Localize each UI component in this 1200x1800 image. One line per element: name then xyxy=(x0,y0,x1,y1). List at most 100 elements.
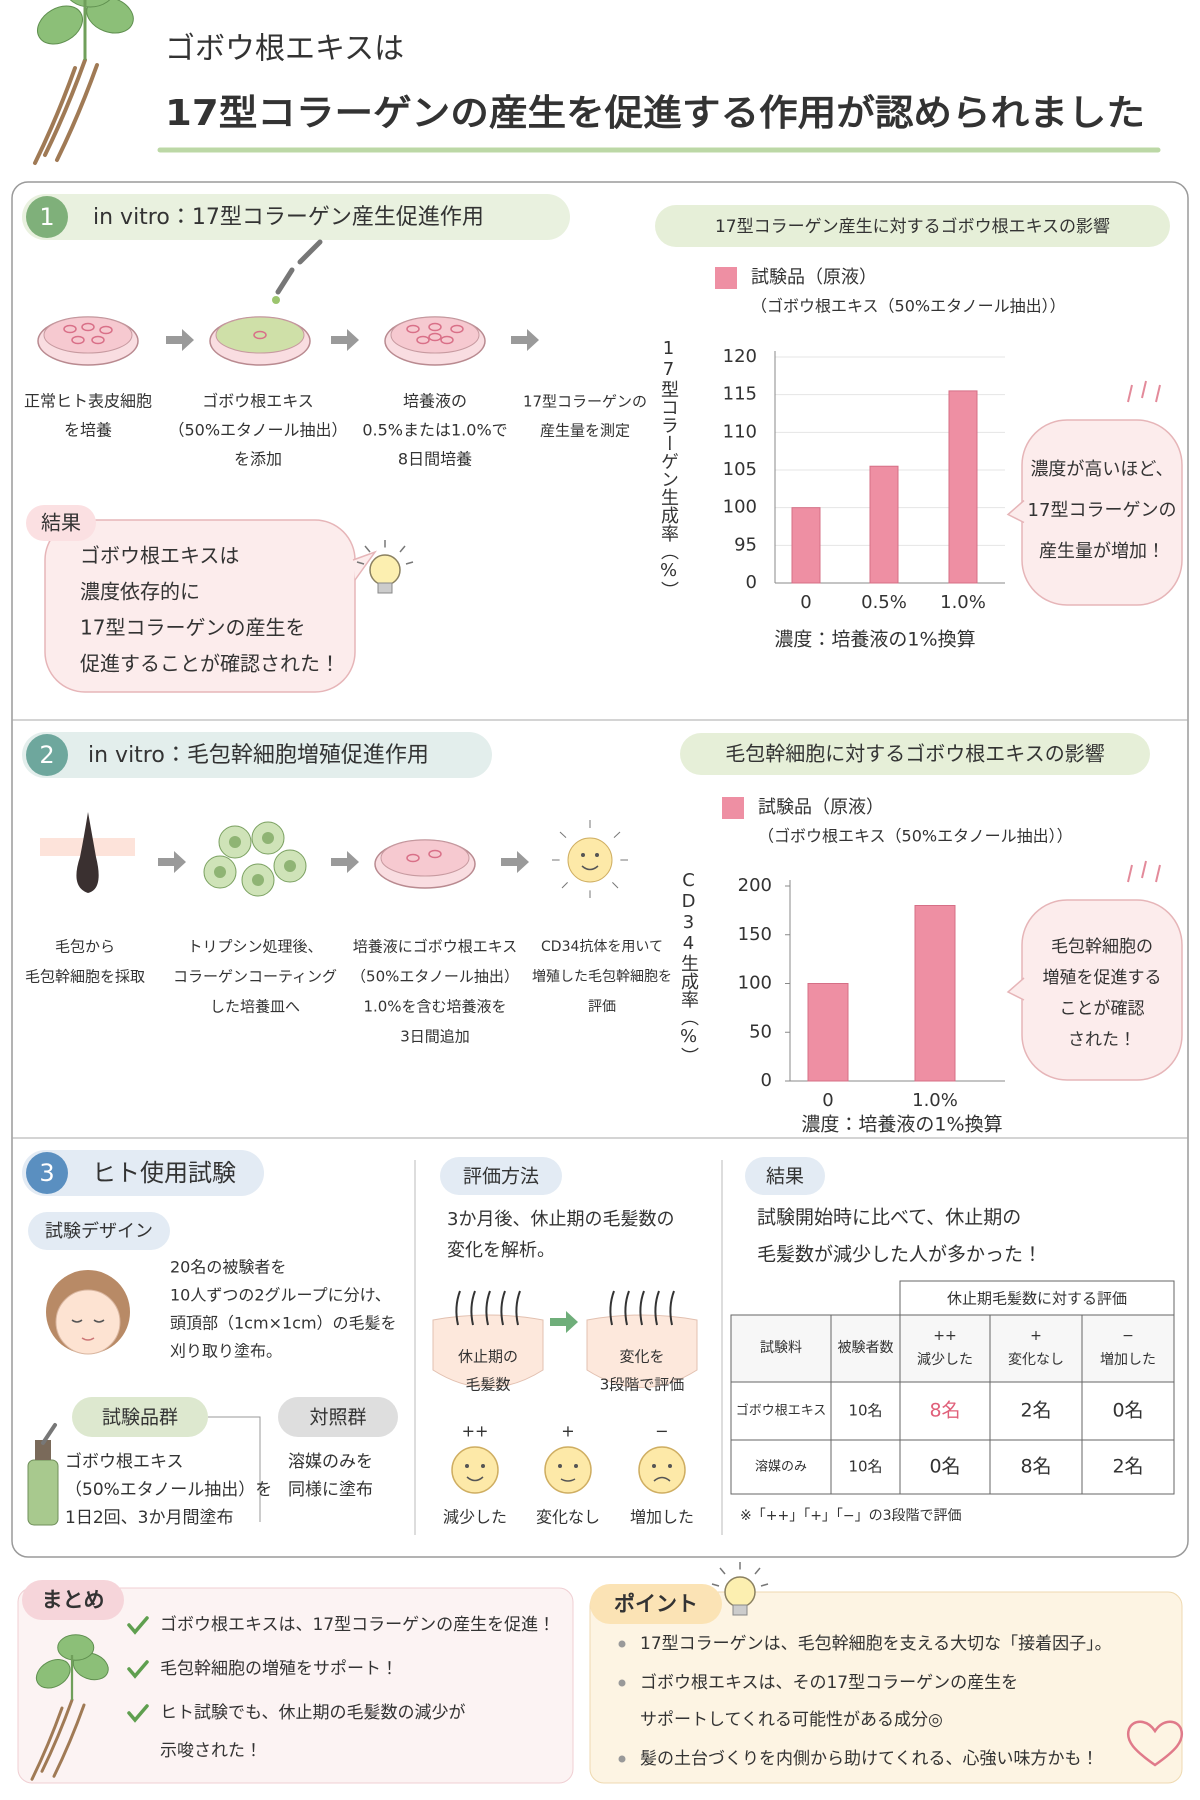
hair-strand xyxy=(500,1290,506,1326)
section-number-badge xyxy=(26,734,68,776)
after-label: 3段階で評価 xyxy=(600,1376,685,1394)
step-label: 17型コラーゲンの xyxy=(523,393,647,411)
hair-strand xyxy=(624,1290,630,1326)
table-header-text: 被験者数 xyxy=(838,1340,894,1356)
result-tail xyxy=(352,550,378,581)
step-label: 評価 xyxy=(588,999,616,1015)
section-number: 3 xyxy=(39,1159,54,1187)
result-label-pill xyxy=(26,505,96,541)
person-face xyxy=(55,1289,121,1355)
table-header-cell xyxy=(1081,1314,1175,1383)
bulb-ray xyxy=(356,561,365,565)
bar xyxy=(869,465,899,584)
control-group-text: 同様に塗布 xyxy=(288,1480,373,1500)
summary-box xyxy=(17,1587,574,1784)
table-cell xyxy=(730,1381,832,1441)
hair-follicle xyxy=(76,812,99,893)
person-mouth xyxy=(81,1337,95,1341)
point-label-pill xyxy=(590,1584,722,1624)
hair-strand xyxy=(654,1290,660,1326)
x-tick-label: 0 xyxy=(822,1090,833,1111)
cell-dot xyxy=(99,325,113,335)
emphasis-stroke xyxy=(1141,860,1147,879)
step-label: 毛包から xyxy=(55,938,115,956)
table-header-text: 変化なし xyxy=(1008,1352,1064,1368)
face-icon xyxy=(638,1446,686,1494)
design-text: 頭頂部（1cm×1cm）の毛髪を xyxy=(170,1314,397,1333)
y-tick-label: 110 xyxy=(723,421,757,442)
face-eye xyxy=(574,1464,578,1468)
cell-dot xyxy=(440,335,454,345)
cell-dot xyxy=(81,322,95,332)
root xyxy=(55,63,99,162)
x-axis-label: 濃度：培養液の1%換算 xyxy=(774,629,975,651)
root xyxy=(43,58,87,157)
y-tick-label: 0 xyxy=(761,1070,772,1091)
hair-strand xyxy=(455,1290,461,1326)
headline: 17型コラーゲンの産生を促進する作用が認められました xyxy=(165,93,1145,134)
bar xyxy=(948,390,978,584)
callout-text: 17型コラーゲンの xyxy=(1028,500,1177,521)
step-label: ゴボウ根エキス xyxy=(202,392,314,411)
cell-nucleus xyxy=(214,866,226,878)
callout-tail xyxy=(1006,499,1025,524)
test-group-pill xyxy=(72,1397,208,1437)
result-text: ゴボウ根エキスは xyxy=(80,544,239,568)
bulb-icon xyxy=(369,554,401,586)
arrow xyxy=(511,329,539,351)
petri-dish-medium xyxy=(380,839,470,877)
emphasis-stroke xyxy=(1155,864,1161,883)
y-axis-label: CD34生成率（%） xyxy=(678,870,699,1065)
table-cell xyxy=(830,1439,901,1495)
arrow xyxy=(501,851,529,873)
chart-title-pill xyxy=(655,205,1170,247)
table-header-cell xyxy=(730,1314,832,1383)
result-text: 毛髪数が減少した人が多かった！ xyxy=(757,1244,1042,1266)
y-tick-label: 95 xyxy=(734,534,757,555)
table-header-cell xyxy=(989,1314,1083,1383)
test-group-text: ゴボウ根エキス xyxy=(65,1451,184,1472)
control-group-label: 対照群 xyxy=(309,1407,366,1429)
cell-dot xyxy=(428,322,442,332)
test-group-label: 試験品群 xyxy=(102,1407,178,1429)
scale-label: 減少した xyxy=(443,1508,507,1527)
result-label: 結果 xyxy=(766,1166,804,1188)
hair-strand xyxy=(485,1290,491,1326)
summary-item: ヒト試験でも、休止期の毛髪数の減少が xyxy=(160,1703,466,1723)
method-text: 変化を解析。 xyxy=(447,1240,555,1261)
sun-icon xyxy=(567,837,613,883)
bulb-ray xyxy=(711,1583,720,1587)
step-label: 3日間追加 xyxy=(400,1028,470,1046)
hair-strand xyxy=(609,1290,615,1326)
face-eye xyxy=(652,1464,656,1468)
leaf xyxy=(69,0,111,8)
point-box xyxy=(589,1591,1183,1784)
person-eyes xyxy=(71,1319,105,1323)
dropper-tip xyxy=(41,1423,57,1445)
step-label: CD34抗体を用いて xyxy=(541,939,663,955)
leaf xyxy=(35,1659,71,1689)
x-tick-label: 0.5% xyxy=(861,592,907,613)
x-tick-label: 0 xyxy=(800,592,811,613)
result-text: 試験開始時に比べて、休止期の xyxy=(757,1207,1021,1229)
result-text: 17型コラーゲンの産生を xyxy=(80,616,305,640)
summary-item: ゴボウ根エキスは、17型コラーゲンの産生を促進！ xyxy=(160,1614,555,1635)
heart-icon xyxy=(1126,1720,1184,1767)
table-cell-text: 10名 xyxy=(848,1402,882,1420)
check-mark xyxy=(127,1704,149,1723)
y-tick-label: 115 xyxy=(723,384,757,405)
arrow xyxy=(166,329,194,351)
emphasis-stroke xyxy=(1127,864,1133,883)
scale-symbol: + xyxy=(561,1422,574,1441)
table-cell-text: 8名 xyxy=(1020,1456,1051,1478)
step-label: 正常ヒト表皮細胞 xyxy=(24,392,152,411)
scale-symbol: ++ xyxy=(462,1422,489,1441)
bullet xyxy=(618,1755,626,1763)
chart-title-pill xyxy=(680,733,1150,775)
scale-symbol: − xyxy=(655,1422,668,1441)
step-label: コラーゲンコーティング xyxy=(173,968,337,986)
callout-text: 濃度が高いほど、 xyxy=(1030,459,1173,480)
bulb-ray xyxy=(760,1583,769,1587)
cell-nucleus xyxy=(252,874,264,886)
table-header-text: + xyxy=(1030,1328,1042,1344)
